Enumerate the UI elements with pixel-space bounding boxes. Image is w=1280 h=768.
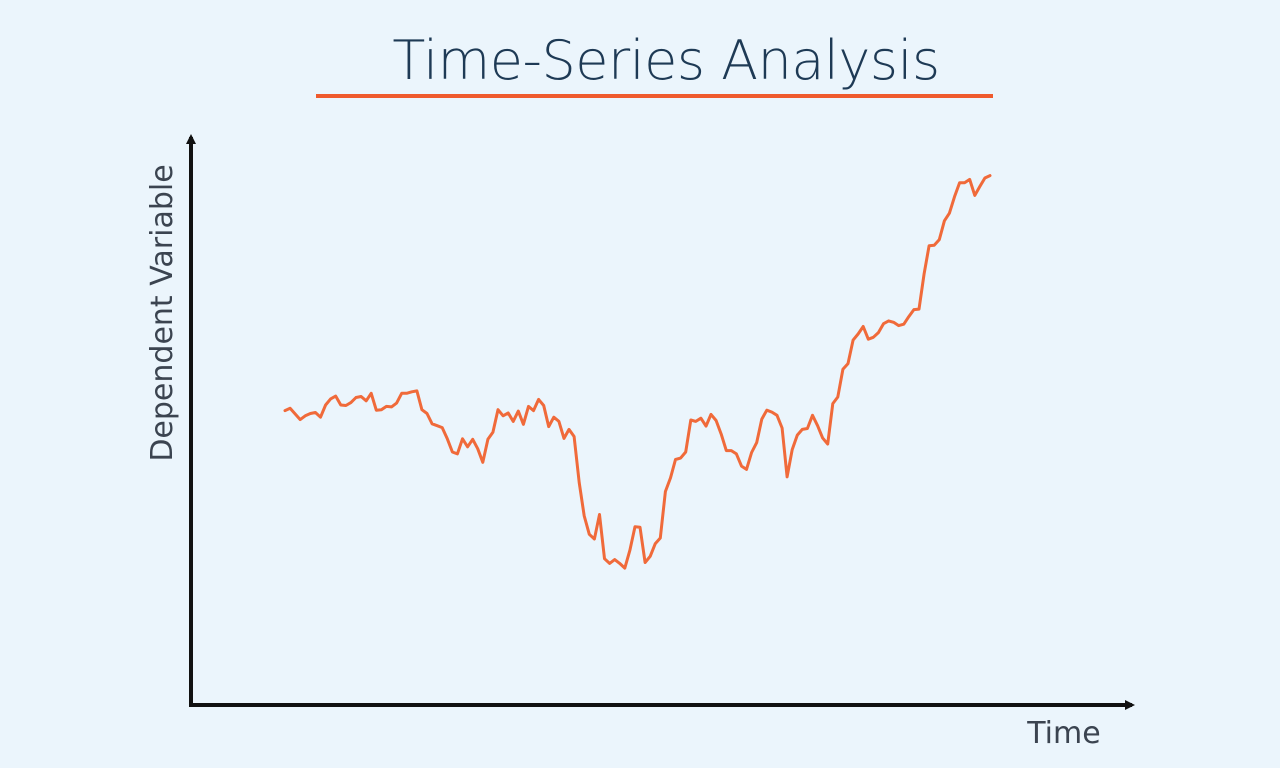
x-axis-label: Time	[1026, 716, 1100, 751]
y-axis-label: Dependent Variable	[145, 164, 180, 461]
chart-title: Time-Series Analysis	[392, 29, 939, 92]
series-line-1	[283, 174, 992, 570]
series-layer	[283, 174, 992, 570]
